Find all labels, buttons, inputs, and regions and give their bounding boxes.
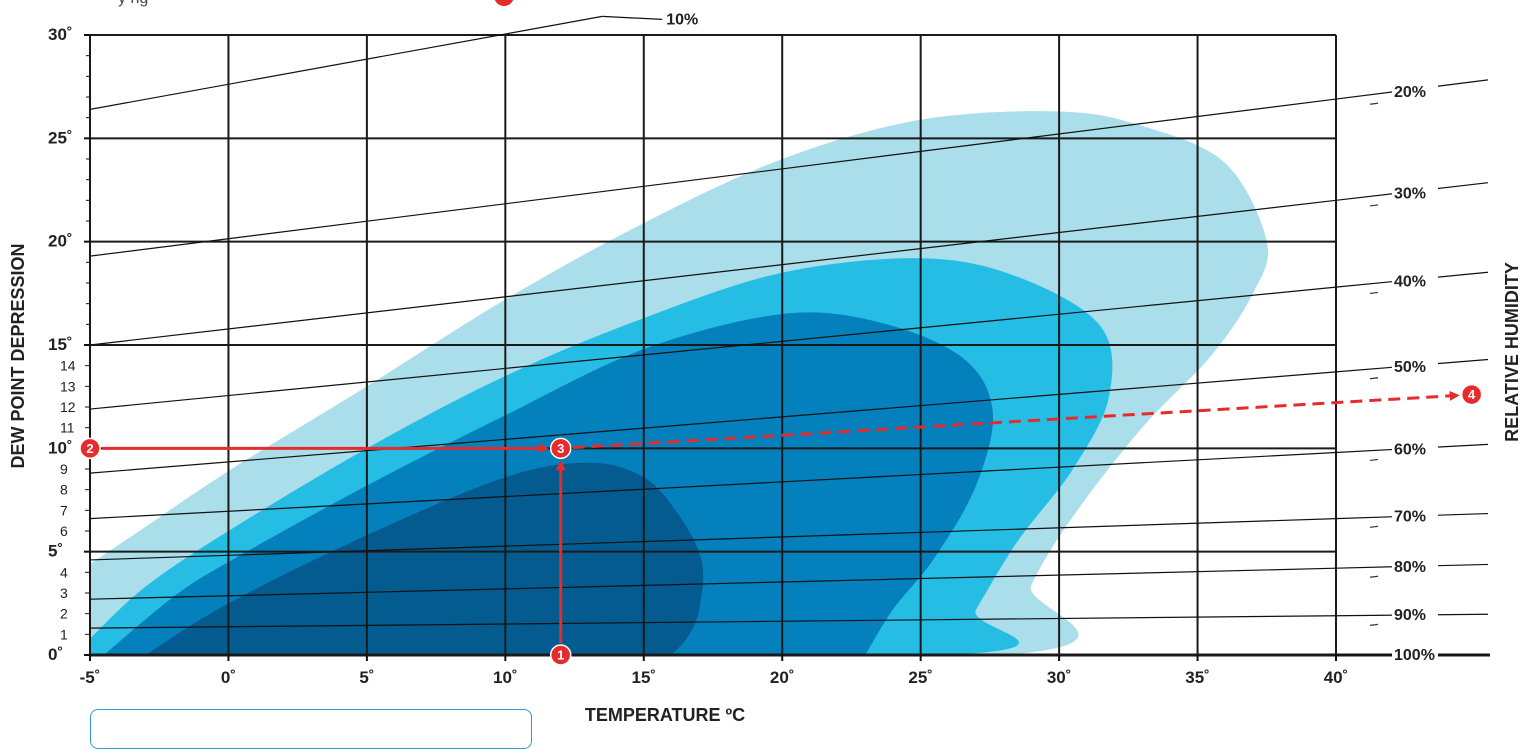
x-tick-label: 30˚ [1047,668,1072,687]
rh-label-bg [1392,604,1438,624]
annotation-arrows [102,390,1460,643]
marker-2-label: 2 [86,441,93,456]
y-tick-label: 25˚ [48,128,73,147]
y-tick-label: 10˚ [48,438,73,457]
annotation-markers: 1 2 3 4 [79,0,1483,666]
x-tick-label: 25˚ [908,668,933,687]
y-minor-tick-label: 4 [60,564,68,580]
y-tick-label: 20˚ [48,232,73,251]
y-tick-label: 30˚ [48,25,73,44]
y-minor-tick-label: 12 [60,399,76,415]
rh-line [89,451,1337,520]
rh-tick-dash [1369,575,1379,578]
rh-label: 20% [1394,84,1426,101]
x-tick-label: 5˚ [359,668,374,687]
y-tick-label: 5˚ [48,542,63,561]
top-caption-fragment: y ng [118,0,148,8]
marker-2 [79,437,101,460]
rh-tick-dash [1369,204,1379,207]
y-axis-title: DEW POINT DEPRESSION [8,243,28,468]
y-minor-tick-label: 6 [60,523,68,539]
rh-label-bg [1392,555,1438,575]
rh-line [89,15,603,110]
rh-label: 100% [1394,647,1435,664]
relative-humidity-lines: 10% 20% 30% 40% 50% 60% 70% 80% 90% 100% [89,11,1489,664]
x-tick-label: 0˚ [221,668,236,687]
rh-line [89,518,1337,561]
x-tick-label: 20˚ [770,668,795,687]
rh-line [89,286,1337,410]
rh-tick-dash [1369,525,1379,528]
x-tick-label: 40˚ [1324,668,1349,687]
marker-3-label: 3 [557,441,564,456]
marker-3 [549,437,572,460]
y-tick-label: 0˚ [48,645,63,664]
y-minor-tick-label: 14 [60,358,76,374]
marker-1-label: 1 [557,648,564,663]
info-box [90,709,532,749]
y-tick-label: 15˚ [48,335,73,354]
x-axis-title: TEMPERATURE ºC [585,705,745,724]
secondary-axis-title: RELATIVE HUMIDITY [1502,262,1522,442]
marker-4-label: 4 [1468,387,1476,402]
rh-line [89,567,1337,600]
y-minor-tick-label: 13 [60,378,76,394]
y-minor-tick-label: 9 [60,461,68,477]
marker-1 [549,644,572,666]
rh-label-bg [1392,438,1438,458]
rh-label: 90% [1394,607,1426,624]
rh-label: 80% [1394,559,1426,576]
rh-tick-dash [1369,623,1379,626]
rh-label: 10% [666,11,698,28]
rh-line [89,615,1337,629]
rh-label: 60% [1394,441,1426,458]
rh-tick-dash [1369,377,1379,380]
rh-label-bg [1392,182,1438,202]
rh-label-bg [1392,270,1438,290]
rh-tick-dash [1369,291,1379,295]
rh-label-bg [1392,505,1438,525]
x-tick-label: -5˚ [80,668,101,687]
y-minor-tick-label: 2 [60,606,68,622]
y-minor-tick-label: 1 [60,626,68,642]
x-tick-label: 15˚ [631,668,656,687]
dew-point-chart: 10% 20% 30% 40% 50% 60% 70% 80% 90% 100% -5˚ 0˚ 5˚ 1… [8,0,1522,724]
marker-4 [1460,383,1483,406]
rh-line [89,371,1337,474]
rh-label: 70% [1394,509,1426,526]
arrow-3-to-4 [572,390,1460,450]
rh-line [89,199,1337,346]
humidity-region-4 [145,462,704,655]
rh-label: 30% [1394,186,1426,203]
humidity-regions [90,111,1268,655]
y-minor-tick-label: 7 [60,502,68,518]
y-minor-tick-label: 3 [60,585,68,601]
marker-partial-top [494,0,514,6]
x-tick-label: 35˚ [1185,668,1210,687]
rh-label-bg [1392,644,1438,663]
rh-line-extension [602,15,663,20]
rh-label-bg [1392,356,1438,376]
y-minor-tick-label: 11 [60,420,75,436]
rh-tick-dash [1369,102,1379,105]
rh-label-bg [1392,80,1438,100]
rh-label: 40% [1394,273,1426,290]
y-minor-tick-label: 8 [60,482,68,498]
rh-tick-dash [1369,458,1379,462]
x-tick-label: 10˚ [493,668,518,687]
rh-line [89,98,1337,257]
rh-label: 50% [1394,359,1426,376]
axis-ticks: -5˚ 0˚ 5˚ 10˚ 15˚ 20˚ 25˚ 30˚ 35˚ 40˚ 0˚ 5˚ 10˚ 15˚ 20… [48,25,1348,687]
